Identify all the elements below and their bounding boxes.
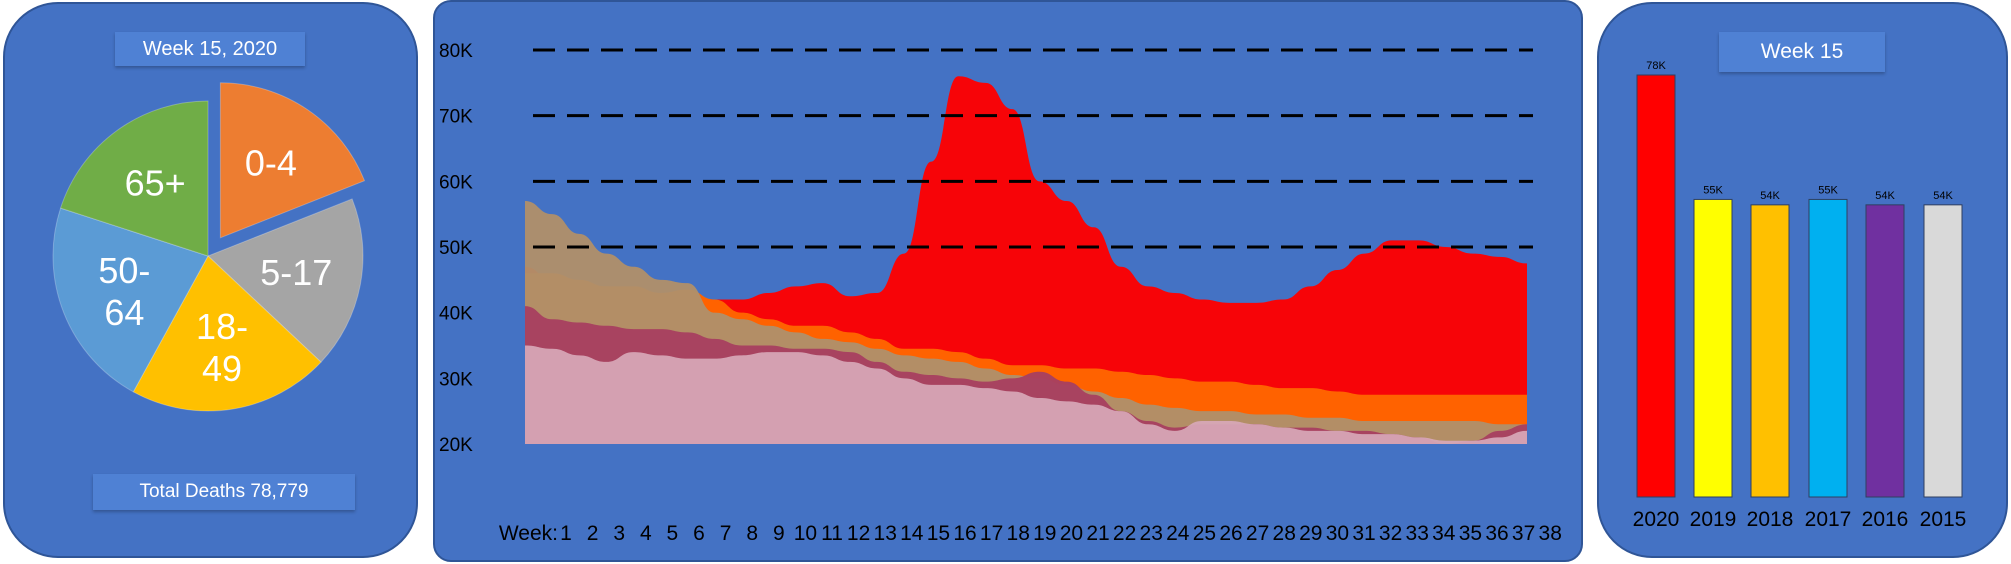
bar-category-label: 2015 xyxy=(1920,508,1967,531)
x-tick-label: 23 xyxy=(1140,522,1163,545)
pie-slice-65plus xyxy=(59,100,209,257)
x-tick-label: 9 xyxy=(773,522,785,545)
bar-data-label: 78K xyxy=(1646,60,1666,72)
x-tick-label: 8 xyxy=(746,522,758,545)
x-tick-label: 20 xyxy=(1060,522,1083,545)
pie-slice-50-64 xyxy=(52,207,209,393)
x-tick-label: 24 xyxy=(1166,522,1190,545)
bar-2015 xyxy=(1923,204,1963,498)
y-tick-label: 50K xyxy=(439,238,473,259)
x-tick-label: 3 xyxy=(613,522,625,545)
y-tick-label: 20K xyxy=(439,435,473,456)
x-tick-label: 34 xyxy=(1432,522,1456,545)
x-tick-label: 16 xyxy=(953,522,976,545)
bar-category-label: 2017 xyxy=(1805,508,1852,531)
x-tick-label: 26 xyxy=(1219,522,1242,545)
x-tick-label: 14 xyxy=(900,522,924,545)
y-tick-label: 70K xyxy=(439,107,473,128)
x-tick-label: 2 xyxy=(587,522,599,545)
bar-data-label: 54K xyxy=(1875,190,1895,202)
x-tick-label: 10 xyxy=(794,522,817,545)
x-tick-label: 38 xyxy=(1539,522,1562,545)
bar-data-label: 55K xyxy=(1703,184,1723,196)
x-tick-label: 7 xyxy=(720,522,732,545)
x-tick-label: 31 xyxy=(1352,522,1375,545)
bar-chart: 78K 2020 55K 2019 54K 2018 55K 2017 54K 2016 54K 20… xyxy=(1633,60,1967,531)
pie-label-50-64: 50-64 xyxy=(98,250,150,333)
x-tick-label: 4 xyxy=(640,522,652,545)
x-tick-label: 22 xyxy=(1113,522,1136,545)
x-tick-label: 19 xyxy=(1033,522,1056,545)
x-tick-label: 37 xyxy=(1512,522,1535,545)
bar-2020 xyxy=(1636,74,1676,498)
bar-category-label: 2016 xyxy=(1862,508,1909,531)
area-chart-panel: 20K 30K 40K 50K 60K 70K 80K Week: 1 2 3 4 5 6 7 8 9 10 11 1… xyxy=(433,0,1583,562)
area-series-5 xyxy=(525,345,1527,444)
x-tick-label: 27 xyxy=(1246,522,1269,545)
x-axis-prefix: Week: xyxy=(499,522,558,545)
x-tick-label: 21 xyxy=(1086,522,1109,545)
bar-2017 xyxy=(1808,198,1848,498)
bar-category-label: 2018 xyxy=(1747,508,1794,531)
y-tick-label: 60K xyxy=(439,172,473,193)
y-tick-label: 80K xyxy=(439,41,473,62)
x-tick-label: 1 xyxy=(560,522,572,545)
x-tick-label: 13 xyxy=(874,522,897,545)
bar-2018 xyxy=(1750,204,1790,498)
y-tick-label: 40K xyxy=(439,304,473,325)
x-tick-label: 33 xyxy=(1406,522,1429,545)
pie-slice-18-49 xyxy=(132,255,322,412)
x-tick-label: 30 xyxy=(1326,522,1349,545)
bar-2016 xyxy=(1865,204,1905,498)
x-tick-label: 28 xyxy=(1273,522,1296,545)
y-tick-label: 30K xyxy=(439,369,473,390)
x-tick-label: 17 xyxy=(980,522,1003,545)
x-tick-label: 32 xyxy=(1379,522,1402,545)
pie-panel: Week 15, 2020 0-4 5-17 18-49 50-64 65+ Total… xyxy=(3,2,418,558)
x-tick-label: 29 xyxy=(1299,522,1322,545)
pie-label-65plus: 65+ xyxy=(125,162,186,203)
pie-title: Week 15, 2020 xyxy=(115,32,305,66)
x-tick-label: 11 xyxy=(821,522,843,545)
x-tick-label: 5 xyxy=(667,522,679,545)
x-tick-label: 18 xyxy=(1007,522,1030,545)
total-deaths-label: Total Deaths 78,779 xyxy=(93,474,355,510)
pie-chart: 0-4 5-17 18-49 50-64 65+ xyxy=(52,82,366,412)
pie-label-0-4: 0-4 xyxy=(245,142,297,183)
x-tick-label: 12 xyxy=(847,522,870,545)
bar-data-label: 55K xyxy=(1818,184,1838,196)
bar-panel: Week 15 78K 2020 55K 2019 54K 2018 55K 2017 54K 2… xyxy=(1597,2,2008,558)
bar-category-label: 2020 xyxy=(1633,508,1680,531)
bar-2019 xyxy=(1693,198,1733,498)
pie-slice-5-17 xyxy=(207,198,364,363)
pie-label-5-17: 5-17 xyxy=(260,252,332,293)
x-tick-label: 6 xyxy=(693,522,705,545)
pie-slice-0-4 xyxy=(219,82,366,239)
x-tick-label: 36 xyxy=(1485,522,1508,545)
bar-data-label: 54K xyxy=(1760,190,1780,202)
x-tick-label: 35 xyxy=(1459,522,1482,545)
x-tick-label: 25 xyxy=(1193,522,1216,545)
pie-label-18-49: 18-49 xyxy=(196,306,248,389)
x-tick-label: 15 xyxy=(927,522,950,545)
bar-title: Week 15 xyxy=(1719,32,1885,72)
bar-category-label: 2019 xyxy=(1690,508,1737,531)
bar-data-label: 54K xyxy=(1933,190,1953,202)
